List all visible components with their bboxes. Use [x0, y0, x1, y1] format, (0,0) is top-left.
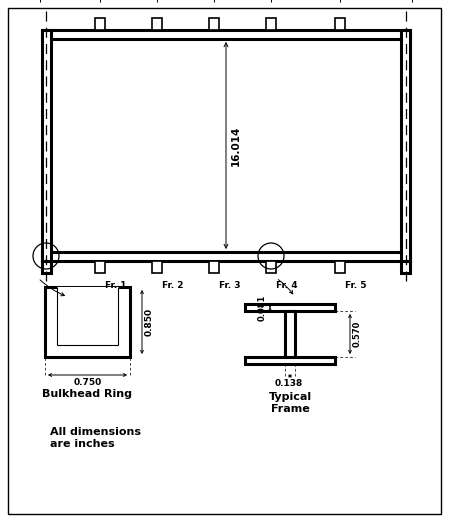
Bar [209, 18, 219, 30]
Text: 0.081: 0.081 [258, 294, 267, 321]
Bar [245, 304, 335, 311]
Text: Bulkhead Ring: Bulkhead Ring [43, 389, 132, 399]
Bar [266, 261, 276, 273]
Text: Fr. 5: Fr. 5 [345, 281, 366, 290]
Bar [401, 30, 410, 261]
Bar [152, 18, 162, 30]
Text: 0.138: 0.138 [275, 379, 303, 388]
Bar [42, 30, 410, 39]
Text: Fr. 4: Fr. 4 [276, 281, 298, 290]
Text: 0.850: 0.850 [145, 308, 154, 336]
Bar [57, 287, 118, 345]
Text: Fr. 1: Fr. 1 [105, 281, 127, 290]
Bar [42, 252, 410, 261]
Bar [152, 261, 162, 273]
Text: All dimensions
are inches: All dimensions are inches [50, 427, 141, 448]
Text: 0.570: 0.570 [353, 321, 362, 347]
Bar [335, 18, 345, 30]
Bar [42, 30, 51, 261]
Text: Typical
Frame: Typical Frame [269, 392, 312, 413]
Text: 0.750: 0.750 [73, 378, 101, 387]
Text: Fr. 3: Fr. 3 [219, 281, 241, 290]
Bar [266, 18, 276, 30]
Bar [285, 311, 295, 357]
Bar [45, 287, 130, 357]
Text: Fr. 2: Fr. 2 [162, 281, 184, 290]
Text: 16.014: 16.014 [231, 125, 241, 165]
Bar [401, 261, 410, 273]
Bar [335, 261, 345, 273]
Bar [209, 261, 219, 273]
Bar [95, 18, 105, 30]
Bar [42, 261, 51, 273]
Bar [245, 357, 335, 364]
Bar [95, 261, 105, 273]
